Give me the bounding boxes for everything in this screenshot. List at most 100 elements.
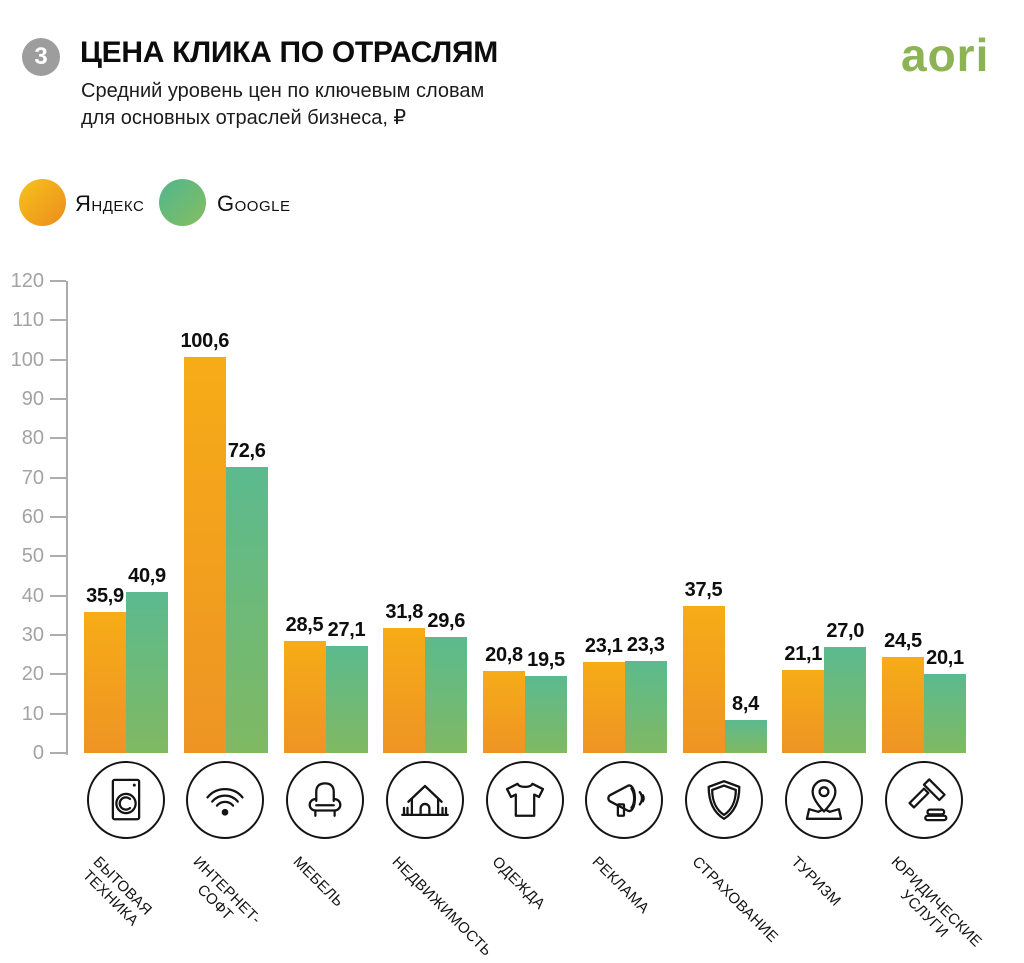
legend-swatch-google bbox=[159, 179, 206, 226]
legend-label-google: Google bbox=[217, 191, 291, 216]
y-axis-tick-label: 100 bbox=[10, 348, 44, 371]
bar-value-label-google: 23,3 bbox=[626, 634, 665, 657]
page-title: ЦЕНА КЛИКА ПО ОТРАСЛЯМ bbox=[80, 36, 498, 69]
wifi-icon bbox=[206, 788, 244, 816]
legend-swatch-yandex bbox=[19, 179, 66, 226]
y-axis-tick-label: 20 bbox=[21, 663, 44, 686]
y-axis-tick-label: 50 bbox=[21, 545, 44, 568]
armchair-icon bbox=[308, 782, 342, 817]
bar-value-label-google: 8,4 bbox=[732, 692, 759, 715]
bar-google bbox=[525, 676, 567, 753]
bar-value-label-yandex: 21,1 bbox=[784, 643, 823, 665]
category-icon-circle bbox=[685, 761, 763, 839]
bar-value-label-google: 29,6 bbox=[427, 609, 466, 632]
bar-yandex bbox=[682, 605, 725, 753]
house-icon bbox=[400, 784, 449, 817]
y-axis-tick-label: 80 bbox=[21, 427, 44, 450]
y-axis-tick bbox=[50, 634, 66, 636]
y-axis-tick-label: 10 bbox=[21, 702, 44, 725]
bar-google bbox=[624, 661, 667, 753]
bar-yandex bbox=[383, 627, 426, 753]
y-axis-tick-label: 30 bbox=[21, 624, 44, 646]
bar-google bbox=[225, 467, 268, 753]
bar-google bbox=[425, 636, 468, 753]
category-icon-circle bbox=[884, 761, 963, 839]
category-label: ИНТЕРНЕТ- СОФТ bbox=[189, 853, 265, 928]
bar-yandex bbox=[582, 662, 625, 753]
y-axis-tick bbox=[50, 752, 66, 754]
map-pin-icon bbox=[805, 779, 842, 820]
bar-yandex bbox=[782, 670, 825, 753]
subtitle-line-2: для основных отраслей бизнеса, ₽ bbox=[81, 107, 407, 129]
category-label: ЮРИДИЧЕСКИЕ УСЛУГИ bbox=[887, 853, 985, 951]
bar-value-label-yandex: 37,5 bbox=[684, 578, 723, 601]
category-icon-circle bbox=[186, 761, 265, 839]
y-axis-tick bbox=[50, 280, 66, 282]
bar-value-label-yandex: 24,5 bbox=[884, 629, 922, 652]
bar-yandex bbox=[283, 640, 326, 753]
slide-number-badge: 3 bbox=[22, 38, 60, 76]
y-axis-tick bbox=[50, 476, 66, 479]
category-icon-circle bbox=[86, 761, 165, 839]
bar-value-label-google: 27,0 bbox=[826, 619, 865, 642]
y-axis-tick bbox=[50, 673, 66, 676]
y-axis-tick-label: 0 bbox=[32, 742, 44, 764]
category-label: МЕБЕЛЬ bbox=[289, 853, 347, 911]
y-axis-tick bbox=[50, 516, 66, 518]
gavel-icon bbox=[907, 778, 947, 822]
bar-value-label-google: 19,5 bbox=[527, 649, 565, 672]
y-axis-tick bbox=[50, 358, 66, 361]
y-axis-tick bbox=[50, 398, 66, 400]
y-axis-tick bbox=[50, 319, 66, 322]
bar-yandex bbox=[84, 611, 126, 753]
category-icon-circle bbox=[485, 761, 564, 839]
shield-icon bbox=[707, 780, 741, 820]
y-axis-tick-label: 70 bbox=[21, 466, 44, 489]
bar-value-label-yandex: 20,8 bbox=[485, 644, 523, 667]
bar-google bbox=[924, 673, 966, 753]
y-axis-tick-label: 60 bbox=[21, 506, 44, 528]
bar-value-label-google: 20,1 bbox=[926, 646, 964, 669]
bar-yandex bbox=[483, 671, 525, 753]
legend-label-yandex: Яндекс bbox=[75, 191, 145, 216]
y-axis-tick-label: 120 bbox=[10, 270, 44, 292]
y-axis-tick-label: 40 bbox=[21, 584, 44, 607]
bar-yandex bbox=[882, 656, 924, 753]
bar-value-label-yandex: 31,8 bbox=[385, 600, 424, 623]
category-label: НЕДВИЖИМОСТЬ bbox=[388, 853, 496, 960]
bar-value-label-yandex: 23,1 bbox=[584, 635, 623, 658]
megaphone-icon bbox=[607, 784, 646, 817]
bar-google bbox=[724, 719, 767, 753]
y-axis-tick bbox=[50, 712, 66, 715]
category-icon-circle bbox=[784, 761, 863, 839]
washing-machine-icon bbox=[111, 778, 140, 821]
category-label: СТРАХОВАНИЕ bbox=[688, 853, 781, 947]
bar-google bbox=[325, 646, 368, 753]
bar-value-label-yandex: 35,9 bbox=[86, 584, 124, 607]
y-axis-tick-label: 110 bbox=[12, 309, 44, 332]
bar-google bbox=[126, 592, 168, 753]
aori-logo: aori bbox=[901, 29, 990, 81]
y-axis-tick bbox=[50, 437, 66, 440]
bar-google bbox=[824, 646, 867, 753]
y-axis-tick bbox=[50, 594, 66, 597]
bar-value-label-yandex: 28,5 bbox=[285, 613, 324, 636]
category-label: БЫТОВАЯ ТЕХНИКА bbox=[79, 853, 156, 930]
category-icon-circle bbox=[385, 761, 464, 839]
page-subtitle: Средний уровень цен по ключевым словам д… bbox=[81, 78, 484, 132]
bar-yandex bbox=[183, 357, 226, 753]
tshirt-icon bbox=[505, 782, 544, 817]
subtitle-line-1: Средний уровень цен по ключевым словам bbox=[81, 80, 485, 102]
bar-value-label-google: 40,9 bbox=[128, 565, 166, 588]
y-axis-line bbox=[66, 281, 68, 755]
category-label: РЕКЛАМА bbox=[588, 853, 653, 918]
category-icon-circle bbox=[585, 761, 664, 839]
y-axis-tick-label: 90 bbox=[21, 388, 44, 410]
bar-value-label-yandex: 100,6 bbox=[180, 330, 230, 353]
y-axis-tick bbox=[50, 555, 66, 558]
category-label: ОДЕЖДА bbox=[488, 853, 549, 913]
bar-value-label-google: 27,1 bbox=[327, 619, 366, 642]
category-label: ТУРИЗМ bbox=[787, 853, 845, 910]
